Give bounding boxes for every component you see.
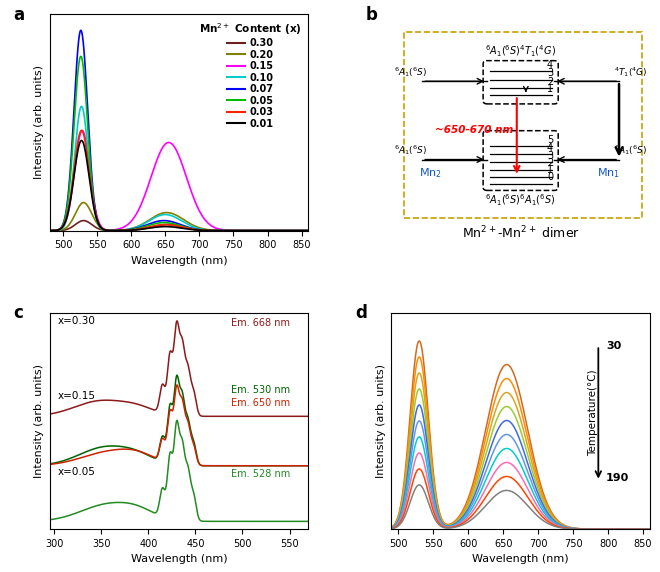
X-axis label: Wavelength (nm): Wavelength (nm) [131, 256, 227, 266]
Text: x=0.15: x=0.15 [57, 391, 95, 402]
Text: 0: 0 [547, 172, 553, 182]
X-axis label: Wavelength (nm): Wavelength (nm) [473, 554, 569, 565]
Text: $^6A_1(^6S)$: $^6A_1(^6S)$ [394, 65, 427, 79]
Text: $^6A_1(^6S)$: $^6A_1(^6S)$ [614, 144, 647, 157]
Y-axis label: Intensity (arb. units): Intensity (arb. units) [34, 65, 44, 180]
Y-axis label: Intensity (arb. units): Intensity (arb. units) [34, 364, 44, 478]
Legend: 0.30, 0.20, 0.15, 0.10, 0.07, 0.05, 0.03, 0.01: 0.30, 0.20, 0.15, 0.10, 0.07, 0.05, 0.03… [197, 19, 304, 130]
Text: Mn$_1$: Mn$_1$ [597, 166, 620, 180]
Text: 1: 1 [547, 84, 553, 94]
Text: a: a [13, 6, 24, 23]
Text: 1: 1 [547, 165, 553, 176]
Text: 190: 190 [606, 473, 630, 483]
Text: b: b [366, 6, 378, 23]
Text: Temperature(°C): Temperature(°C) [588, 369, 598, 456]
Text: 3: 3 [547, 151, 553, 161]
Text: 3: 3 [547, 69, 553, 78]
Text: Em. 668 nm: Em. 668 nm [231, 318, 290, 328]
Text: $^6A_1(^6S)^6A_1(^6S)$: $^6A_1(^6S)^6A_1(^6S)$ [486, 193, 556, 208]
Text: Mn$_2$: Mn$_2$ [418, 166, 442, 180]
Text: 4: 4 [547, 60, 553, 70]
Text: x=0.05: x=0.05 [57, 467, 95, 477]
Text: Mn$^{2+}$-Mn$^{2+}$ dimer: Mn$^{2+}$-Mn$^{2+}$ dimer [462, 224, 579, 241]
Text: $^4T_1(^4G)$: $^4T_1(^4G)$ [614, 65, 647, 79]
X-axis label: Wavelength (nm): Wavelength (nm) [131, 554, 227, 565]
Bar [404, 31, 642, 217]
Text: Em. 650 nm: Em. 650 nm [231, 398, 290, 408]
Text: 5: 5 [546, 135, 553, 145]
Text: $^6A_1(^6S)^4T_1(^4G)$: $^6A_1(^6S)^4T_1(^4G)$ [485, 43, 556, 58]
Text: 30: 30 [606, 341, 621, 351]
Text: 2: 2 [546, 158, 553, 168]
Text: 4: 4 [547, 143, 553, 153]
Text: Em. 528 nm: Em. 528 nm [231, 469, 290, 479]
Text: Em. 530 nm: Em. 530 nm [231, 385, 290, 395]
Text: 2: 2 [546, 77, 553, 86]
Text: ~650-670 nm: ~650-670 nm [435, 125, 513, 135]
Text: d: d [355, 304, 367, 322]
Text: $^6A_1(^6S)$: $^6A_1(^6S)$ [394, 144, 427, 157]
Text: c: c [13, 304, 23, 322]
Y-axis label: Intensity (arb. units): Intensity (arb. units) [376, 364, 385, 478]
Text: x=0.30: x=0.30 [57, 316, 95, 325]
